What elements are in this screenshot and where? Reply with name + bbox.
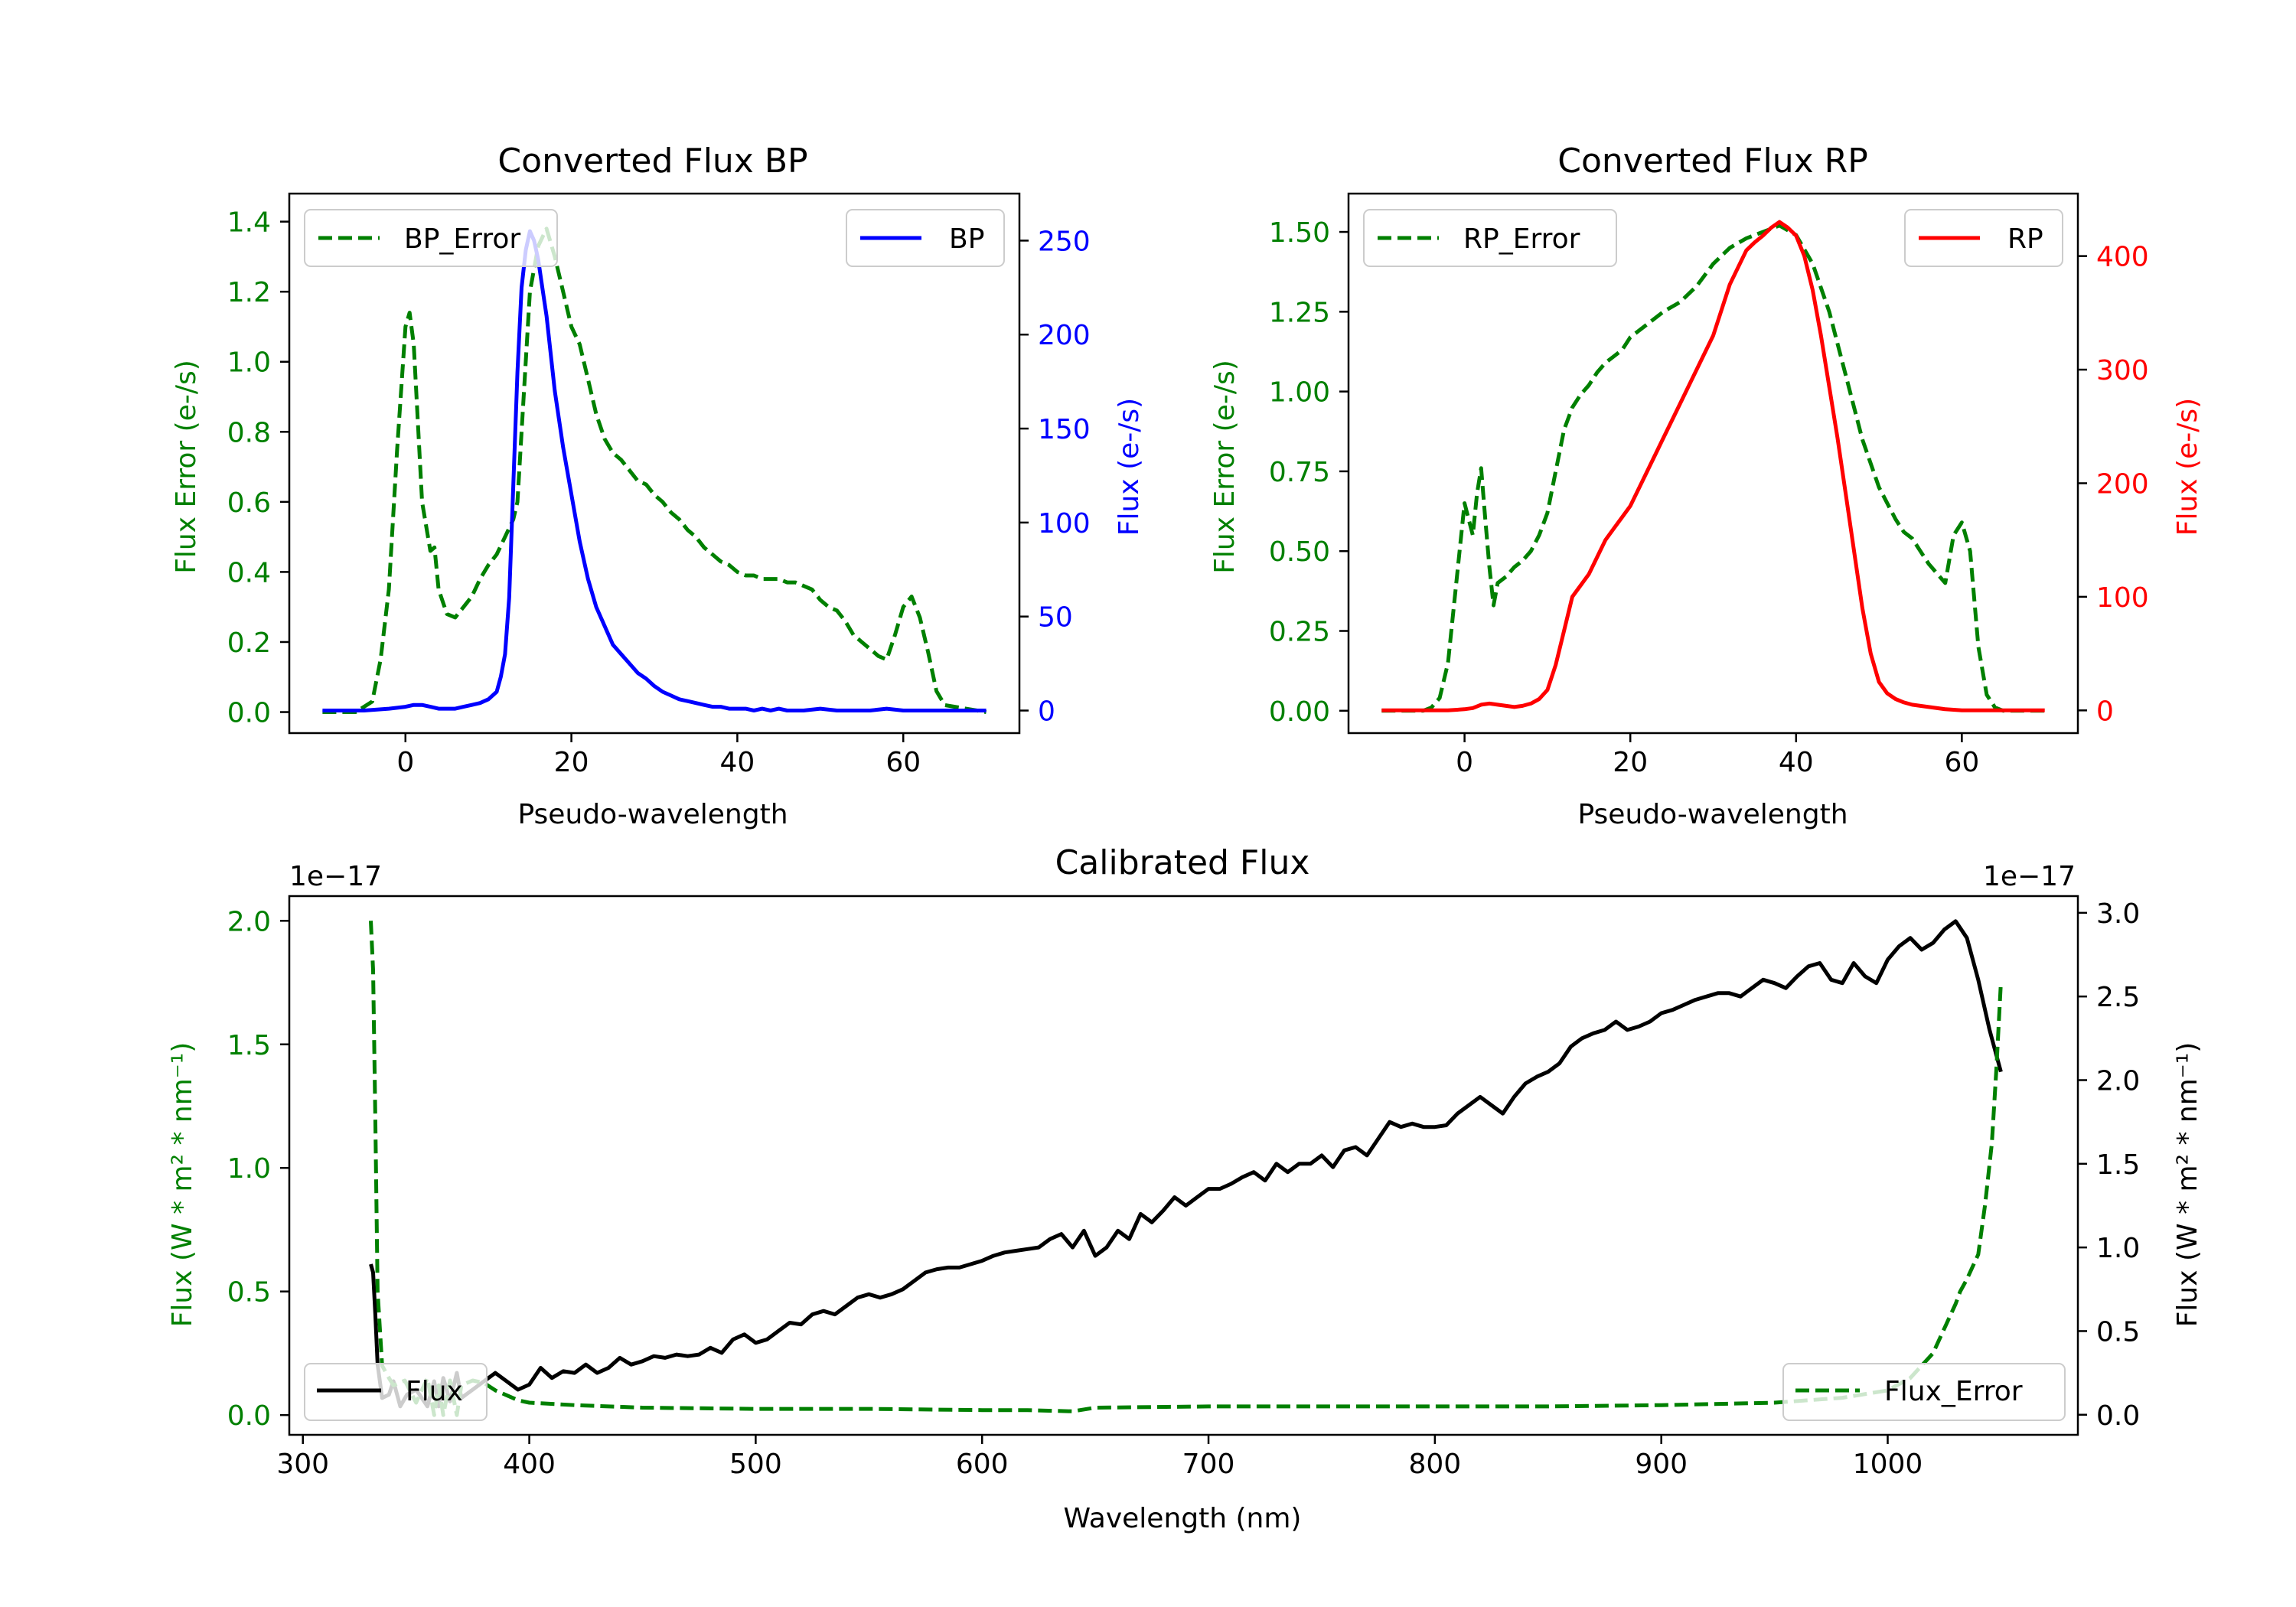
right-y-tick-label: 400: [2096, 242, 2149, 273]
left-y-tick-label: 0.5: [227, 1277, 271, 1309]
x-tick-label: 60: [885, 747, 921, 778]
right-y-tick-label: 3.0: [2096, 898, 2140, 930]
x-tick-label: 600: [956, 1449, 1009, 1480]
panel-calibrated-x-label: Wavelength (nm): [1064, 1503, 1302, 1534]
right-y-tick-label: 50: [1038, 602, 1073, 634]
panel-rp-x-label: Pseudo-wavelength: [1577, 799, 1848, 830]
panel-rp-frame: [1347, 192, 2079, 735]
right-y-tick-label: 0: [1038, 696, 1055, 728]
right-y-tick-label: 2.0: [2096, 1065, 2140, 1097]
right-y-tick-label: 0.0: [2096, 1400, 2140, 1432]
series-line-bp: [322, 229, 987, 712]
panel-bp-title: Converted Flux BP: [497, 142, 807, 181]
left-y-tick-label: 0.6: [227, 487, 271, 519]
left-y-tick-label: 0.0: [227, 698, 271, 729]
x-tick-label: 700: [1182, 1449, 1235, 1480]
left-y-tick-label: 2.0: [227, 906, 271, 937]
series-line-bp-error: [322, 227, 987, 714]
x-tick-label: 0: [1456, 747, 1473, 778]
left-y-tick-label: 1.25: [1269, 297, 1330, 328]
x-tick-label: 900: [1635, 1449, 1688, 1480]
x-tick-label: 40: [1779, 747, 1814, 778]
series-line-flux-error: [369, 921, 2003, 1417]
panel-rp: Converted Flux RP 0 20 40 60 0.00 0.25 0.50 0.7…: [1209, 142, 2203, 830]
right-y-tick-label: 200: [2096, 468, 2149, 500]
legend-label-flux: Flux: [406, 1376, 463, 1407]
panel-bp-plot-area: 0 20 40 60 0.0 0.2 0.4 0.6 0.8 1.0 1.2 1.4 0 50 100 150…: [227, 192, 1091, 778]
series-line-rp: [1381, 220, 2045, 712]
panel-calibrated: Calibrated Flux 1e−17 1e−17 300 400 500 600…: [167, 843, 2203, 1534]
left-y-tick-label: 0.00: [1269, 696, 1330, 728]
x-tick-label: 400: [503, 1449, 556, 1480]
legend-label-bp-error: BP_Error: [404, 223, 520, 255]
right-y-tick-label: 100: [1038, 508, 1091, 539]
panel-rp-title: Converted Flux RP: [1557, 142, 1868, 181]
panel-bp-right-axis-label: Flux (e-/s): [1114, 398, 1145, 536]
left-y-tick-label: 1.5: [227, 1030, 271, 1061]
panel-calibrated-left-axis-label: Flux (W * m² * nm⁻¹): [167, 1042, 198, 1328]
left-y-tick-label: 1.00: [1269, 377, 1330, 409]
left-y-tick-label: 0.50: [1269, 536, 1330, 568]
left-y-tick-label: 1.4: [227, 207, 271, 239]
x-tick-label: 800: [1409, 1449, 1462, 1480]
x-tick-label: 20: [554, 747, 589, 778]
right-y-tick-label: 150: [1038, 414, 1091, 445]
left-y-tick-label: 0.4: [227, 557, 271, 588]
panel-calibrated-right-axis-label: Flux (W * m² * nm⁻¹): [2172, 1042, 2203, 1328]
x-tick-label: 20: [1613, 747, 1648, 778]
x-tick-label: 1000: [1853, 1449, 1923, 1480]
panel-calibrated-right-offset-text: 1e−17: [1983, 861, 2076, 892]
x-tick-label: 500: [729, 1449, 782, 1480]
panel-rp-plot-area: 0 20 40 60 0.00 0.25 0.50 0.75 1.00 1.25 1.50 0 100 2…: [1269, 192, 2149, 778]
panel-rp-legend-flux: RP: [1904, 209, 2063, 267]
left-y-tick-label: 0.8: [227, 417, 271, 448]
panel-rp-legend-error: RP_Error: [1363, 209, 1617, 267]
panel-calibrated-frame: [288, 895, 2079, 1436]
legend-label-flux-error: Flux_Error: [1884, 1376, 2023, 1407]
panel-calibrated-title: Calibrated Flux: [1055, 843, 1310, 882]
panel-bp-frame: [288, 192, 1021, 735]
legend-label-rp-error: RP_Error: [1463, 223, 1580, 255]
left-y-tick-label: 1.2: [227, 277, 271, 308]
panel-bp-left-axis-label: Flux Error (e-/s): [171, 360, 202, 574]
left-y-tick-label: 0.25: [1269, 617, 1330, 648]
series-line-flux: [369, 919, 2003, 1409]
right-y-tick-label: 0.5: [2096, 1316, 2140, 1348]
x-tick-label: 300: [276, 1449, 329, 1480]
panel-calibrated-legend-flux: Flux: [304, 1363, 488, 1421]
panel-rp-left-axis-label: Flux Error (e-/s): [1209, 360, 1241, 574]
right-y-tick-label: 2.5: [2096, 982, 2140, 1013]
right-y-tick-label: 1.0: [2096, 1233, 2140, 1264]
left-y-tick-label: 1.0: [227, 347, 271, 379]
right-y-tick-label: 200: [1038, 320, 1091, 351]
panel-bp-legend-flux: BP: [846, 209, 1005, 267]
left-y-tick-label: 0.0: [227, 1400, 271, 1432]
panel-calibrated-left-offset-text: 1e−17: [289, 861, 382, 892]
right-y-tick-label: 300: [2096, 355, 2149, 386]
x-tick-label: 0: [396, 747, 414, 778]
panel-bp: Converted Flux BP 0 20 40 60 0.0 0.2 0.4 0.6 0.8…: [171, 142, 1145, 830]
left-y-tick-label: 0.75: [1269, 457, 1330, 488]
left-y-tick-label: 1.50: [1269, 217, 1330, 249]
right-y-tick-label: 0: [2096, 696, 2114, 727]
left-y-tick-label: 0.2: [227, 627, 271, 659]
left-y-tick-label: 1.0: [227, 1153, 271, 1185]
right-y-tick-label: 100: [2096, 582, 2149, 614]
x-tick-label: 40: [720, 747, 755, 778]
legend-label-rp: RP: [2007, 223, 2043, 255]
panel-calibrated-legend-error: Flux_Error: [1782, 1363, 2066, 1421]
x-tick-label: 60: [1944, 747, 1979, 778]
panel-bp-legend-error: BP_Error: [304, 209, 558, 267]
legend-label-bp: BP: [949, 223, 984, 255]
right-y-tick-label: 1.5: [2096, 1149, 2140, 1181]
right-y-tick-label: 250: [1038, 226, 1091, 257]
panel-bp-x-label: Pseudo-wavelength: [517, 799, 788, 830]
panel-rp-right-axis-label: Flux (e-/s): [2172, 398, 2203, 536]
series-line-rp-error: [1381, 223, 2045, 713]
